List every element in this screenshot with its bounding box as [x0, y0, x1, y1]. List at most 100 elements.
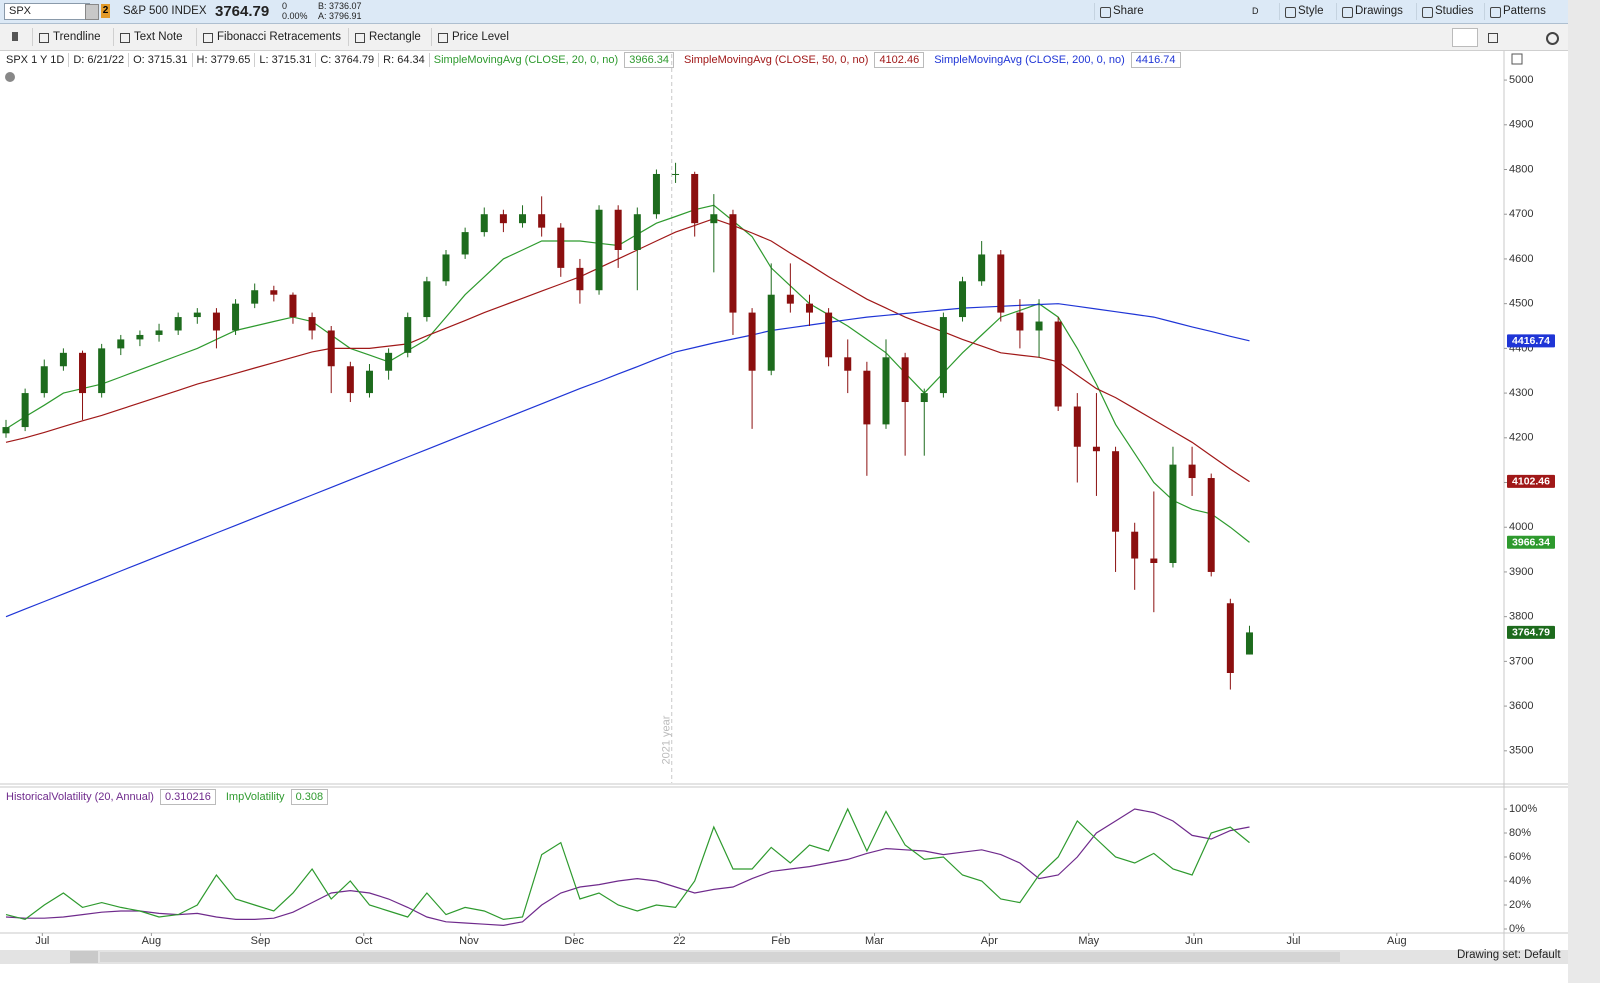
candle-body: [729, 214, 737, 313]
candle-body: [538, 214, 546, 228]
period-button[interactable]: D: [1252, 6, 1259, 16]
top-toolbar: SPX 2 S&P 500 INDEX 3764.79 0 0.00% B: 3…: [0, 0, 1568, 24]
candle-body: [365, 370, 373, 394]
toolbar-button[interactable]: Drawings: [1336, 3, 1409, 20]
candle-body: [21, 393, 29, 428]
drawing-tool[interactable]: Price Level: [431, 28, 515, 46]
candle-body: [193, 312, 201, 318]
candle-body: [997, 254, 1005, 313]
scroll-handle[interactable]: [70, 951, 98, 963]
drawing-tool[interactable]: Trendline: [32, 28, 107, 46]
header-field: H: 3779.65: [193, 52, 256, 67]
x-tick-label: Oct: [355, 935, 372, 947]
candle-body: [251, 290, 259, 304]
info-icon[interactable]: [5, 72, 15, 82]
candle-body: [327, 330, 335, 367]
candle-body: [939, 317, 947, 394]
candle-body: [59, 352, 67, 367]
candle-body: [557, 227, 565, 268]
bid: B: 3736.07: [318, 1, 362, 11]
y-tick-label: 4300: [1509, 387, 1533, 399]
candle-body: [1054, 321, 1062, 407]
candle-body: [1169, 464, 1177, 563]
header-field: D: 6/21/22: [69, 52, 130, 67]
candle-body: [805, 303, 813, 313]
header-field: R: 64.34: [379, 52, 430, 67]
toolbar-button[interactable]: Share: [1094, 3, 1150, 20]
grid-icon[interactable]: [1488, 33, 1498, 43]
candle-body: [1112, 451, 1120, 532]
candle-body: [1207, 478, 1215, 572]
candle-body: [346, 366, 354, 394]
candle-body: [595, 209, 603, 291]
price-badge: [1507, 334, 1555, 348]
candle-body: [136, 334, 144, 340]
toolbar-button[interactable]: Style: [1279, 3, 1330, 20]
drawing-tool[interactable]: Fibonacci Retracements: [196, 28, 347, 46]
volatility-legend: HistoricalVolatility (20, Annual) 0.31021…: [2, 788, 334, 805]
candle-body: [1131, 531, 1139, 559]
drawing-tool[interactable]: Rectangle: [348, 28, 427, 46]
candle-body: [1188, 464, 1196, 479]
candle-body: [786, 294, 794, 304]
candle-body: [232, 303, 240, 331]
candle-body: [499, 214, 507, 224]
window-edge: [1568, 0, 1600, 983]
candle-body: [672, 173, 680, 175]
header-field: O: 3715.31: [129, 52, 193, 67]
moving-average-line: [5, 204, 1250, 543]
toolbar-button[interactable]: Studies: [1416, 3, 1479, 20]
axis-icon[interactable]: [1511, 53, 1523, 65]
candle-body: [1073, 406, 1081, 447]
moving-average-line: [5, 218, 1250, 483]
instrument-name: S&P 500 INDEX: [123, 5, 207, 17]
pin-icon[interactable]: [12, 32, 18, 41]
candle-body: [308, 317, 316, 331]
candle-body: [978, 254, 986, 282]
header-field: L: 3715.31: [255, 52, 317, 67]
legend-name[interactable]: SimpleMovingAvg (CLOSE, 200, 0, no): [934, 53, 1125, 66]
settings-icon[interactable]: [1546, 32, 1559, 45]
y-tick-label: 3900: [1509, 566, 1533, 578]
candle-body: [959, 281, 967, 318]
candle-body: [174, 317, 182, 331]
y-tick-label: 3700: [1509, 655, 1533, 667]
symbol-dropdown[interactable]: [85, 4, 99, 20]
y-tick-label: 40%: [1509, 875, 1531, 887]
legend-value: 0.308: [290, 788, 329, 805]
legend-name[interactable]: HistoricalVolatility (20, Annual): [6, 790, 154, 803]
ask: A: 3796.91: [318, 11, 362, 21]
layout-icon[interactable]: [1452, 28, 1478, 47]
price-badge-label: 3764.79: [1512, 627, 1550, 639]
y-tick-label: 4800: [1509, 163, 1533, 175]
drawing-tool[interactable]: Text Note: [113, 28, 189, 46]
y-tick-label: 4900: [1509, 119, 1533, 131]
y-tick-label: 100%: [1509, 803, 1537, 815]
candle-body: [1092, 446, 1100, 452]
legend-name[interactable]: SimpleMovingAvg (CLOSE, 20, 0, no): [433, 53, 619, 66]
candle-body: [844, 357, 852, 371]
drawing-set[interactable]: Drawing set: Default: [1457, 949, 1561, 961]
candle-body: [1016, 312, 1024, 331]
price-badge-label: 3966.34: [1512, 537, 1550, 549]
x-tick-label: 22: [673, 935, 685, 947]
legend-name[interactable]: ImpVolatility: [225, 790, 285, 803]
link-group[interactable]: 2: [101, 4, 110, 18]
candle-body: [614, 209, 622, 250]
y-tick-label: 4200: [1509, 432, 1533, 444]
x-tick-label: Apr: [981, 935, 998, 947]
y-tick-label: 4500: [1509, 298, 1533, 310]
header-field: C: 3764.79: [316, 52, 380, 67]
y-tick-label: 4000: [1509, 521, 1533, 533]
x-tick-label: Nov: [459, 935, 479, 947]
scroll-thumb[interactable]: [100, 952, 1340, 962]
legend-name[interactable]: SimpleMovingAvg (CLOSE, 50, 0, no): [683, 53, 869, 66]
price-badge-label: 4102.46: [1512, 476, 1550, 488]
x-tick-label: Aug: [1387, 935, 1407, 947]
candle-body: [1035, 321, 1043, 331]
legend-value: 4416.74: [1130, 51, 1181, 68]
candle-body: [117, 339, 125, 349]
toolbar-button[interactable]: Patterns: [1484, 3, 1552, 20]
y-tick-label: 3600: [1509, 700, 1533, 712]
symbol-input[interactable]: SPX: [4, 3, 90, 20]
